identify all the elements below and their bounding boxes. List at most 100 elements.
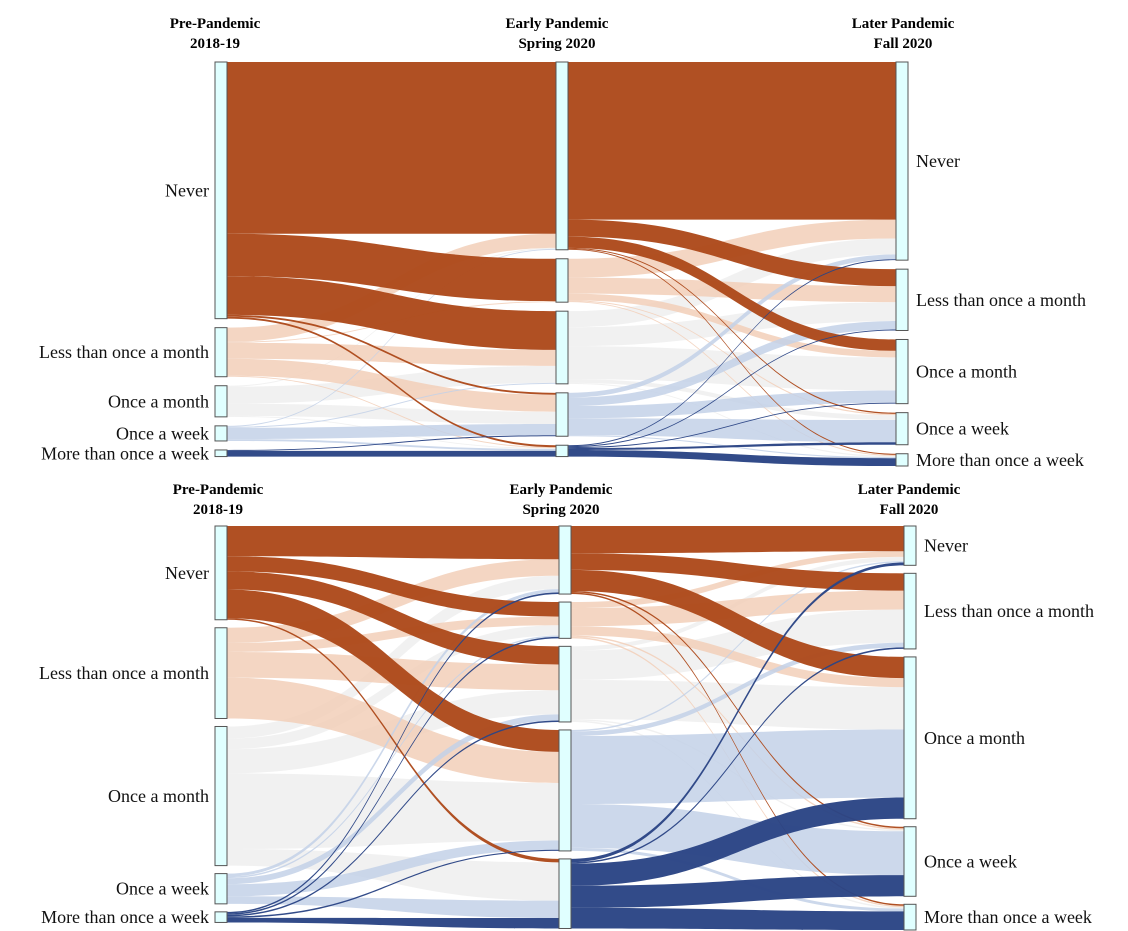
- top-flow-pre-pandemic-never-to-once-a-week: [227, 314, 556, 395]
- top-flow-early-pandemic-once-a-week-to-once-a-month: [568, 390, 896, 419]
- bottom-stage-subtitle-pre-pandemic: 2018-19: [193, 502, 243, 518]
- bottom-flow-pre-pandemic-more-than-once-a-week-to-more-than-once-a-week: [227, 917, 559, 929]
- top-label-pre-pandemic-never: Never: [165, 180, 209, 200]
- bottom-node-pre-pandemic-once-a-month: [214, 725, 228, 867]
- top-node-later-pandemic-once-a-week: [895, 412, 909, 446]
- bottom-flow-early-pandemic-never-to-less-than-once-a-month: [571, 553, 904, 591]
- bottom-label-later-pandemic-once-a-week: Once a week: [924, 852, 1017, 872]
- top-node-later-pandemic-never: [895, 61, 909, 261]
- top-flow-pre-pandemic-never-to-never: [227, 62, 556, 234]
- top-flow-early-pandemic-once-a-week-to-less-than-once-a-month: [568, 321, 896, 407]
- bottom-label-pre-pandemic-once-a-month: Once a month: [108, 786, 209, 806]
- bottom-nodes: Never Less than once a month Once a month O…: [39, 525, 1094, 931]
- bottom-flow-early-pandemic-more-than-once-a-week-to-never: [571, 562, 904, 863]
- bottom-stage-title-later-pandemic: Later Pandemic: [858, 482, 961, 498]
- bottom-stage-subtitle-early-pandemic: Spring 2020: [522, 502, 599, 518]
- top-label-pre-pandemic-once-a-month: Once a month: [108, 391, 209, 411]
- bottom-flow-pre-pandemic-more-than-once-a-week-to-never: [227, 592, 559, 914]
- top-node-early-pandemic-never: [555, 61, 569, 251]
- bottom-node-early-pandemic-once-a-month: [558, 645, 572, 723]
- bottom-label-later-pandemic-never: Never: [924, 536, 968, 556]
- bottom-flow-pre-pandemic-once-a-week-to-less-than-once-a-month: [227, 635, 559, 879]
- top-flow-pre-pandemic-more-than-once-a-week-to-once-a-week: [227, 435, 556, 451]
- bottom-flow-early-pandemic-more-than-once-a-week-to-once-a-month: [571, 797, 904, 886]
- bottom-flow-early-pandemic-once-a-week-to-less-than-once-a-month: [571, 642, 904, 736]
- top-node-pre-pandemic-more-than-once-a-week: [214, 449, 228, 458]
- bottom-flow-pre-pandemic-never-to-once-a-month: [227, 571, 559, 665]
- top-flow-pre-pandemic-once-a-week-to-once-a-week: [227, 423, 556, 440]
- bottom-flow-early-pandemic-never-to-never: [571, 526, 904, 554]
- bottom-flow-pre-pandemic-more-than-once-a-week-to-once-a-week: [227, 849, 559, 918]
- bottom-node-early-pandemic-less-than-once-a-month: [558, 601, 572, 639]
- top-label-pre-pandemic-more-than-once-a-week: More than once a week: [41, 443, 209, 463]
- top-flows: [227, 62, 896, 466]
- bottom-flow-early-pandemic-once-a-week-to-once-a-month: [571, 729, 904, 805]
- bottom-flow-pre-pandemic-once-a-month-to-less-than-once-a-month: [227, 625, 559, 750]
- top-stage-subtitle-later-pandemic: Fall 2020: [874, 36, 933, 52]
- bottom-label-later-pandemic-less-than-once-a-month: Less than once a month: [924, 601, 1094, 621]
- bottom-flow-pre-pandemic-never-to-once-a-week: [227, 589, 559, 752]
- bottom-flow-pre-pandemic-more-than-once-a-week-to-once-a-month: [227, 720, 559, 917]
- top-stage-subtitle-early-pandemic: Spring 2020: [518, 36, 595, 52]
- top-node-pre-pandemic-once-a-week: [214, 425, 228, 442]
- bottom-flow-early-pandemic-more-than-once-a-week-to-once-a-week: [571, 875, 904, 908]
- bottom-sankey-panel: Never Less than once a month Once a month O…: [39, 525, 1094, 931]
- bottom-node-later-pandemic-never: [903, 525, 917, 566]
- bottom-flow-early-pandemic-once-a-month-to-more-than-once-a-week: [571, 720, 904, 909]
- bottom-panel-titles: Pre-Pandemic 2018-19 Early Pandemic Spri…: [173, 482, 961, 518]
- top-flow-early-pandemic-more-than-once-a-week-to-once-a-month: [568, 402, 896, 449]
- top-node-later-pandemic-once-a-month: [895, 338, 909, 405]
- bottom-label-pre-pandemic-less-than-once-a-month: Less than once a month: [39, 663, 209, 683]
- top-label-later-pandemic-once-a-month: Once a month: [916, 362, 1017, 382]
- top-flow-early-pandemic-never-to-once-a-month: [568, 236, 896, 351]
- top-node-pre-pandemic-once-a-month: [214, 385, 228, 418]
- top-flow-early-pandemic-less-than-once-a-month-to-more-than-once-a-week: [568, 301, 896, 456]
- bottom-node-pre-pandemic-once-a-week: [214, 873, 228, 905]
- top-flow-pre-pandemic-once-a-week-to-more-than-once-a-week: [227, 439, 556, 451]
- bottom-flow-pre-pandemic-once-a-month-to-never: [227, 575, 559, 739]
- bottom-node-later-pandemic-once-a-week: [903, 826, 917, 897]
- bottom-label-pre-pandemic-never: Never: [165, 563, 209, 583]
- top-node-pre-pandemic-never: [214, 61, 228, 320]
- bottom-flow-pre-pandemic-once-a-week-to-once-a-month: [227, 714, 559, 885]
- bottom-flow-pre-pandemic-once-a-week-to-more-than-once-a-week: [227, 896, 559, 919]
- top-flow-early-pandemic-more-than-once-a-week-to-once-a-week: [568, 442, 896, 450]
- top-flow-pre-pandemic-once-a-week-to-never: [227, 248, 556, 427]
- top-stage-title-later-pandemic: Later Pandemic: [852, 16, 955, 32]
- bottom-flow-early-pandemic-more-than-once-a-week-to-less-than-once-a-month: [571, 647, 904, 864]
- bottom-node-later-pandemic-once-a-month: [903, 656, 917, 820]
- top-label-later-pandemic-once-a-week: Once a week: [916, 419, 1009, 439]
- top-node-early-pandemic-once-a-week: [555, 392, 569, 437]
- top-flow-pre-pandemic-never-to-more-than-once-a-week: [227, 316, 556, 448]
- top-label-pre-pandemic-once-a-week: Once a week: [116, 423, 209, 443]
- top-stage-title-pre-pandemic: Pre-Pandemic: [170, 16, 261, 32]
- top-flow-early-pandemic-more-than-once-a-week-to-more-than-once-a-week: [568, 449, 896, 466]
- bottom-node-pre-pandemic-never: [214, 525, 228, 621]
- top-flow-pre-pandemic-less-than-once-a-month-to-once-a-week: [227, 358, 556, 412]
- bottom-flow-pre-pandemic-once-a-week-to-never: [227, 589, 559, 877]
- bottom-label-later-pandemic-once-a-month: Once a month: [924, 728, 1025, 748]
- bottom-stage-title-early-pandemic: Early Pandemic: [510, 482, 613, 498]
- top-node-pre-pandemic-less-than-once-a-month: [214, 327, 228, 378]
- top-label-later-pandemic-never: Never: [916, 151, 960, 171]
- top-nodes: Never Less than once a month Once a month O…: [39, 61, 1086, 470]
- bottom-node-pre-pandemic-more-than-once-a-week: [214, 911, 228, 923]
- bottom-flow-pre-pandemic-once-a-month-to-once-a-week: [227, 773, 559, 849]
- bottom-label-later-pandemic-more-than-once-a-week: More than once a week: [924, 907, 1092, 927]
- top-node-later-pandemic-less-than-once-a-month: [895, 268, 909, 331]
- bottom-flow-pre-pandemic-less-than-once-a-month-to-once-a-week: [227, 677, 559, 783]
- bottom-flow-early-pandemic-once-a-week-to-more-than-once-a-week: [571, 847, 904, 912]
- bottom-node-early-pandemic-never: [558, 525, 572, 595]
- top-flow-early-pandemic-never-to-less-than-once-a-month: [568, 219, 896, 287]
- top-flow-pre-pandemic-never-to-less-than-once-a-month: [227, 233, 556, 302]
- top-label-pre-pandemic-less-than-once-a-month: Less than once a month: [39, 342, 209, 362]
- bottom-flow-early-pandemic-more-than-once-a-week-to-more-than-once-a-week: [571, 907, 904, 930]
- top-panel-titles: Pre-Pandemic 2018-19 Early Pandemic Spri…: [170, 16, 955, 52]
- bottom-label-pre-pandemic-more-than-once-a-week: More than once a week: [41, 907, 209, 927]
- top-sankey-panel: Never Less than once a month Once a month O…: [39, 61, 1086, 470]
- bottom-label-pre-pandemic-once-a-week: Once a week: [116, 879, 209, 899]
- top-node-later-pandemic-more-than-once-a-week: [895, 453, 909, 467]
- bottom-flow-pre-pandemic-once-a-week-to-once-a-week: [227, 840, 559, 897]
- bottom-node-pre-pandemic-less-than-once-a-month: [214, 627, 228, 719]
